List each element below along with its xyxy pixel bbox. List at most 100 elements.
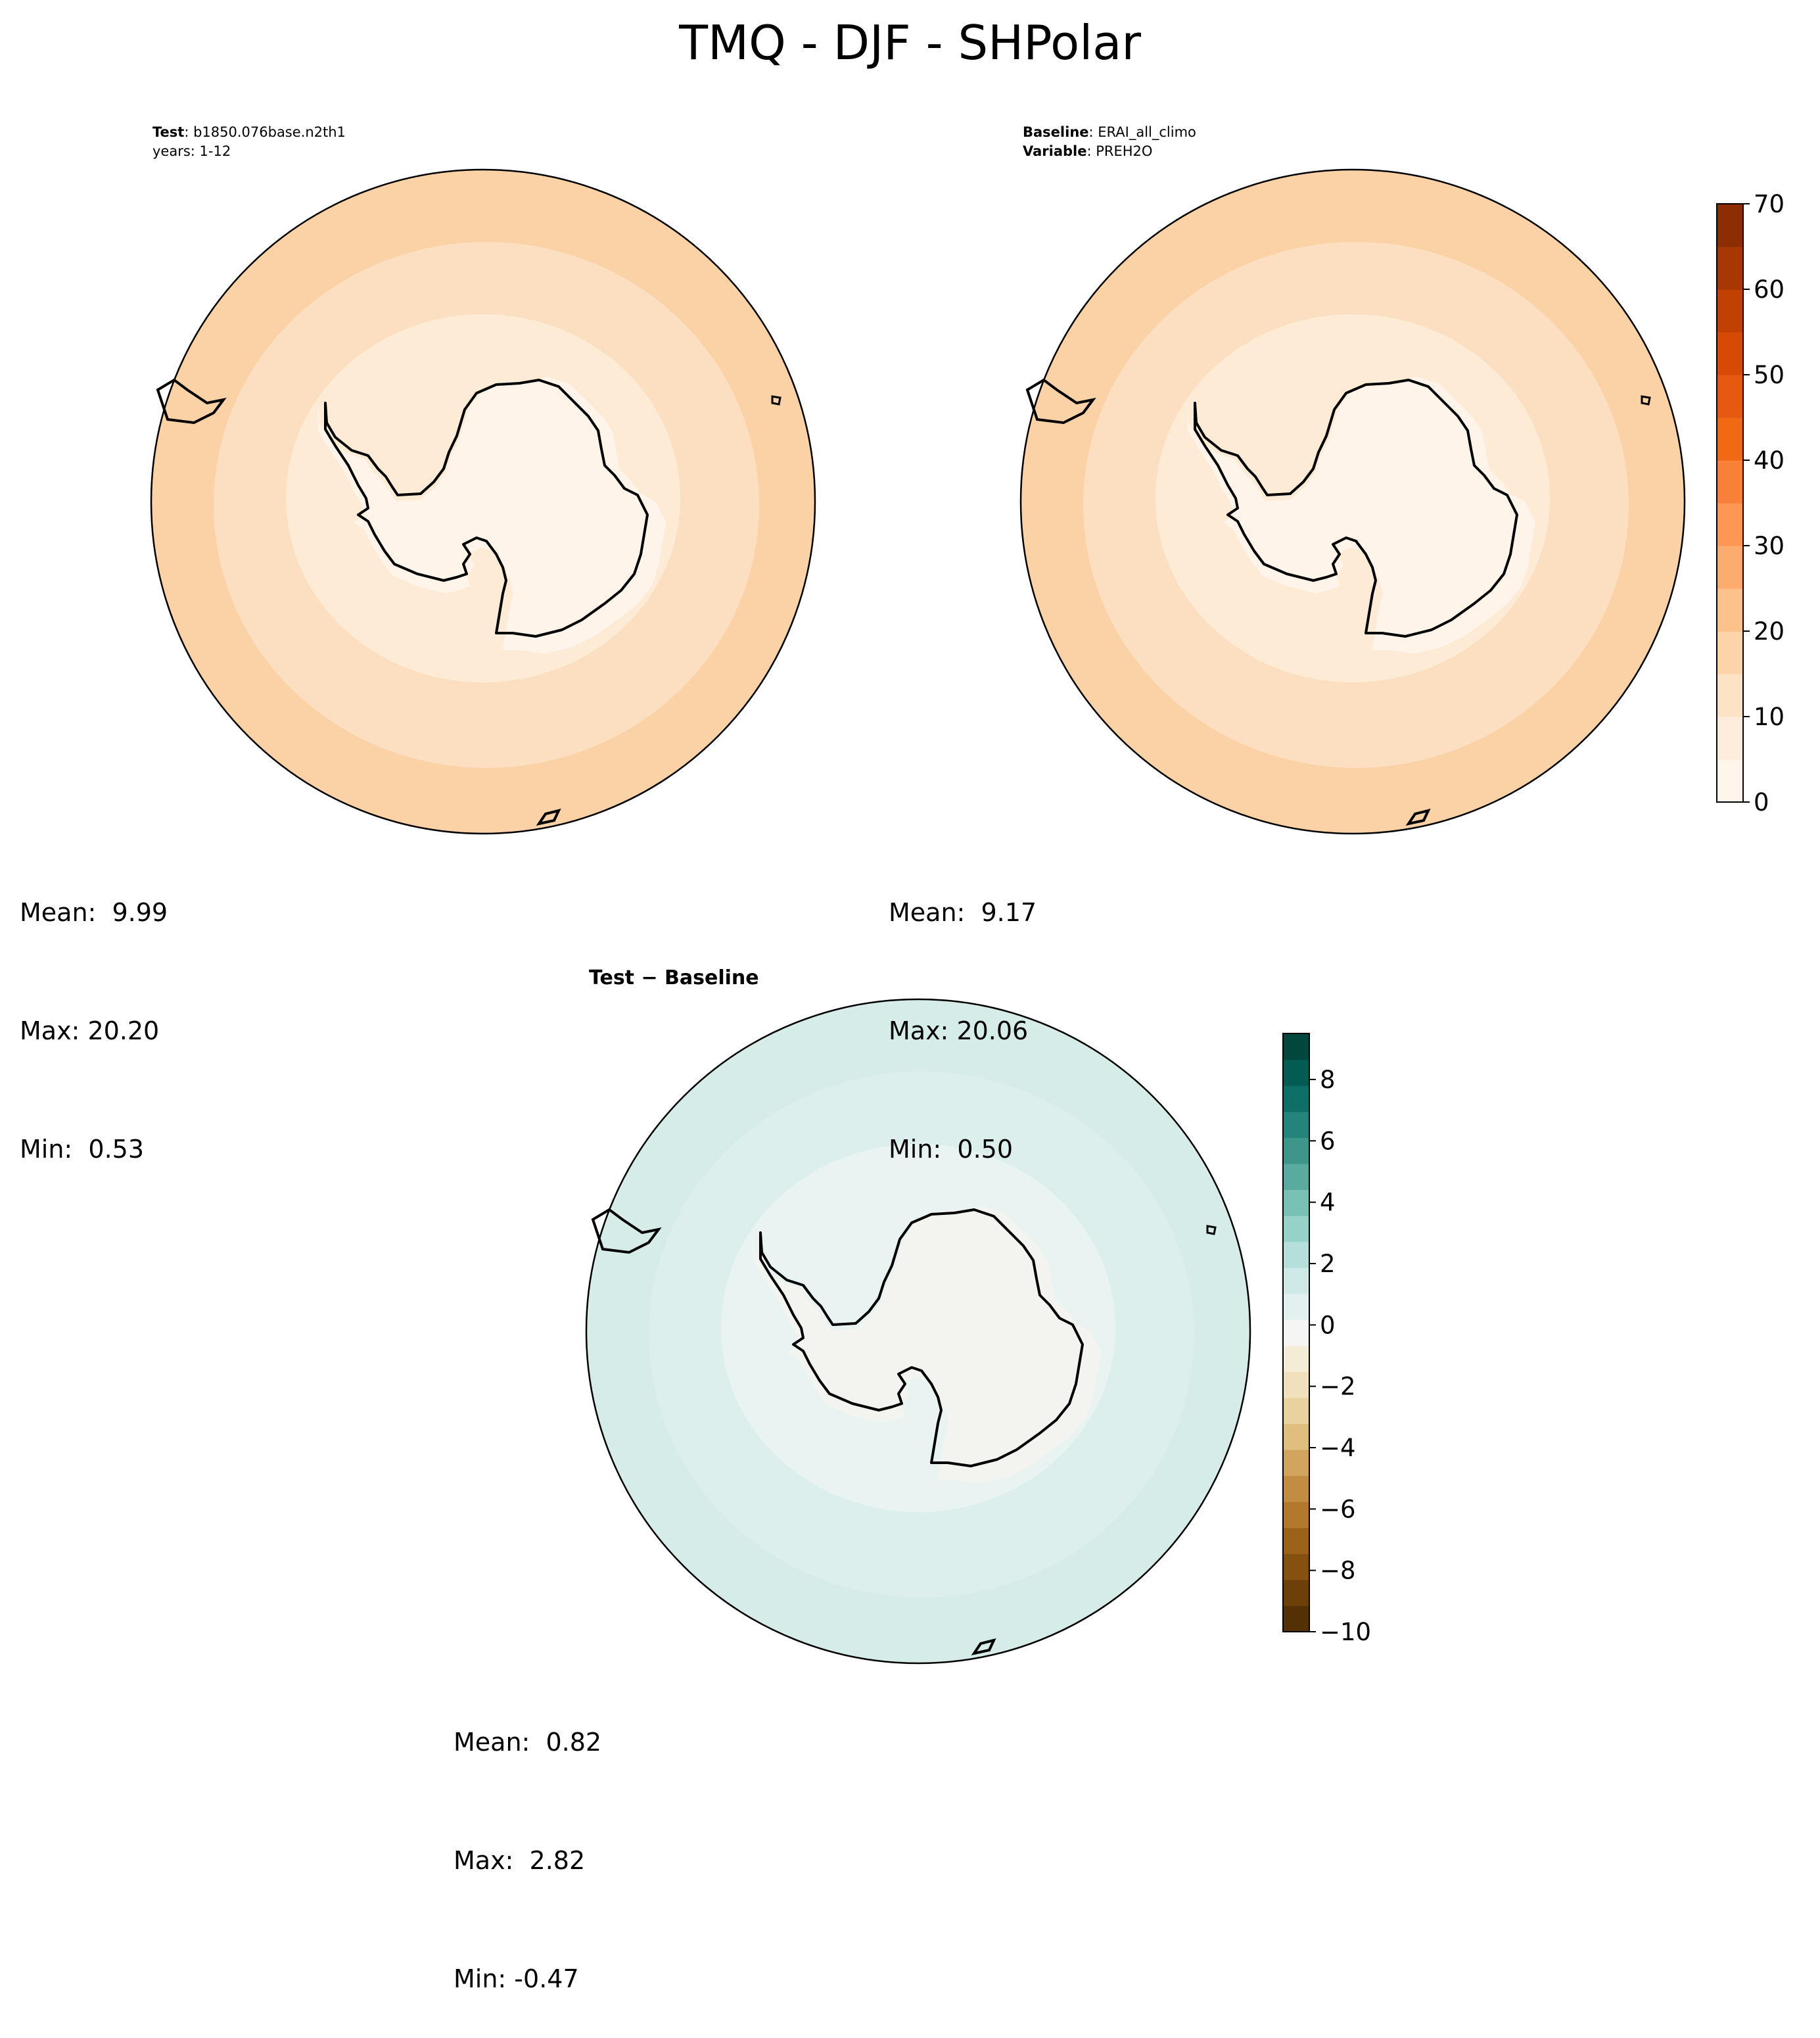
colorbar-tick-label: 10	[1754, 703, 1785, 731]
zone-continent	[317, 377, 666, 654]
test-label: Test: b1850.076base.n2th1	[152, 122, 346, 142]
colorbar-swatch	[1283, 1111, 1309, 1138]
map-frame	[585, 998, 1251, 1665]
colorbar-tick-label: −8	[1320, 1557, 1356, 1585]
colorbar-tick-label: −10	[1320, 1618, 1371, 1646]
colorbar-swatch	[1283, 1215, 1309, 1243]
colorbar-tick-label: 2	[1320, 1250, 1336, 1278]
colorbar-swatch	[1717, 546, 1743, 589]
colorbar-swatch	[1717, 417, 1743, 461]
colorbar-swatch	[1283, 1502, 1309, 1528]
south-america-tip	[1025, 378, 1096, 425]
colorbar-swatch	[1283, 1605, 1309, 1632]
colorbar-swatch	[1283, 1085, 1309, 1112]
test-label-value: : b1850.076base.n2th1	[184, 124, 346, 140]
colorbar-swatch	[1283, 1345, 1309, 1372]
zone-continent	[753, 1206, 1101, 1484]
colorbar-tick-label: −6	[1320, 1495, 1356, 1523]
baseline-label: Baseline: ERAI_all_climo	[1023, 122, 1196, 142]
map-fill	[151, 170, 815, 834]
colorbar-swatch	[1283, 1241, 1309, 1268]
colorbar-tick-label: 60	[1754, 275, 1785, 304]
diff-title: Test − Baseline	[589, 966, 759, 989]
colorbar-swatch	[1717, 717, 1743, 760]
colorbar-tick-label: 50	[1754, 361, 1785, 389]
test-map	[150, 168, 816, 835]
test-min: Min: 0.53	[20, 1135, 144, 1164]
map-frame	[1019, 168, 1686, 835]
island-outline	[1641, 395, 1651, 406]
map-fill	[586, 999, 1250, 1663]
page-title: TMQ - DJF - SHPolar	[679, 15, 1141, 70]
antarctica-coastline	[759, 1208, 1084, 1467]
island-outline	[1206, 1225, 1217, 1235]
colorbar-tick-label: 30	[1754, 532, 1785, 560]
diff-min: Min: -0.47	[454, 1964, 579, 1993]
colorbar-frame	[1716, 203, 1744, 803]
antarctica-coastline	[1194, 379, 1518, 638]
test-mean: Mean: 9.99	[20, 898, 168, 927]
baseline-variable-key: Variable	[1023, 143, 1087, 159]
colorbar-swatch	[1283, 1163, 1309, 1190]
colorbar-swatch	[1283, 1033, 1309, 1060]
colorbar-swatch	[1717, 332, 1743, 375]
colorbar-swatch	[1717, 674, 1743, 717]
colorbar-swatch	[1283, 1527, 1309, 1554]
colorbar-swatch	[1717, 375, 1743, 418]
colorbar-swatch	[1283, 1423, 1309, 1450]
new-zealand-outline	[971, 1638, 996, 1656]
colorbar-swatch	[1717, 204, 1743, 247]
colorbar-swatch	[1717, 289, 1743, 333]
south-america-tip	[156, 378, 227, 425]
baseline-mean: Mean: 9.17	[889, 898, 1037, 927]
colorbar-swatch	[1717, 588, 1743, 632]
colorbar-frame	[1282, 1033, 1310, 1632]
diff-max: Max: 2.82	[454, 1846, 586, 1875]
test-stats: Mean: 9.99 Max: 20.20 Min: 0.53	[20, 814, 168, 1208]
colorbar-swatch	[1283, 1189, 1309, 1216]
colorbar-swatch	[1283, 1579, 1309, 1607]
colorbar-tick-label: 4	[1320, 1189, 1336, 1217]
new-zealand-outline	[1405, 809, 1431, 826]
diff-stats: Mean: 0.82 Max: 2.82 Min: -0.47	[454, 1644, 601, 2038]
colorbar-swatch	[1717, 631, 1743, 675]
colorbar-swatch	[1283, 1371, 1309, 1398]
baseline-stats: Mean: 9.17 Max: 20.06 Min: 0.50	[889, 814, 1037, 1208]
colorbar-tick-label: 6	[1320, 1127, 1336, 1155]
colorbar-tick-label: 40	[1754, 446, 1785, 475]
island-outline	[771, 395, 782, 406]
south-america-tip	[591, 1208, 662, 1254]
diff-mean: Mean: 0.82	[454, 1728, 602, 1757]
colorbar-tick-label: 20	[1754, 617, 1785, 646]
colorbar-swatch	[1283, 1268, 1309, 1294]
baseline-variable-value: : PREH2O	[1086, 143, 1153, 159]
colorbar-abs: 0 10 20 30 40 50 60 70	[1716, 190, 1785, 817]
diff-map	[585, 998, 1251, 1665]
map-frame	[150, 168, 816, 835]
colorbar-swatch	[1283, 1059, 1309, 1086]
colorbar-tick-label: 0	[1320, 1311, 1336, 1339]
colorbar-swatch	[1283, 1475, 1309, 1502]
baseline-label-value: : ERAI_all_climo	[1088, 124, 1196, 140]
baseline-map	[1019, 168, 1686, 835]
colorbar-swatch	[1283, 1397, 1309, 1425]
colorbar-tick-label: 8	[1320, 1066, 1336, 1094]
baseline-variable: Variable: PREH2O	[1023, 141, 1152, 161]
baseline-max: Max: 20.06	[889, 1016, 1029, 1045]
colorbar-swatch	[1717, 503, 1743, 546]
colorbar-swatch	[1283, 1553, 1309, 1580]
baseline-min: Min: 0.50	[889, 1135, 1013, 1164]
colorbar-swatch	[1717, 759, 1743, 803]
colorbar-swatch	[1283, 1319, 1309, 1346]
test-max: Max: 20.20	[20, 1016, 160, 1045]
colorbar-tick-label: 70	[1754, 190, 1785, 218]
baseline-label-key: Baseline	[1023, 124, 1089, 140]
colorbar-swatch	[1283, 1293, 1309, 1320]
map-fill	[1021, 170, 1685, 834]
colorbar-tick-label: −4	[1320, 1434, 1356, 1462]
antarctica-coastline	[324, 379, 649, 638]
colorbar-swatch	[1717, 247, 1743, 290]
colorbar-swatch	[1283, 1137, 1309, 1164]
colorbar-diff: 8 6 4 2 0 −2 −4 −6 −8 −10	[1282, 1033, 1371, 1646]
colorbar-swatch	[1717, 460, 1743, 504]
